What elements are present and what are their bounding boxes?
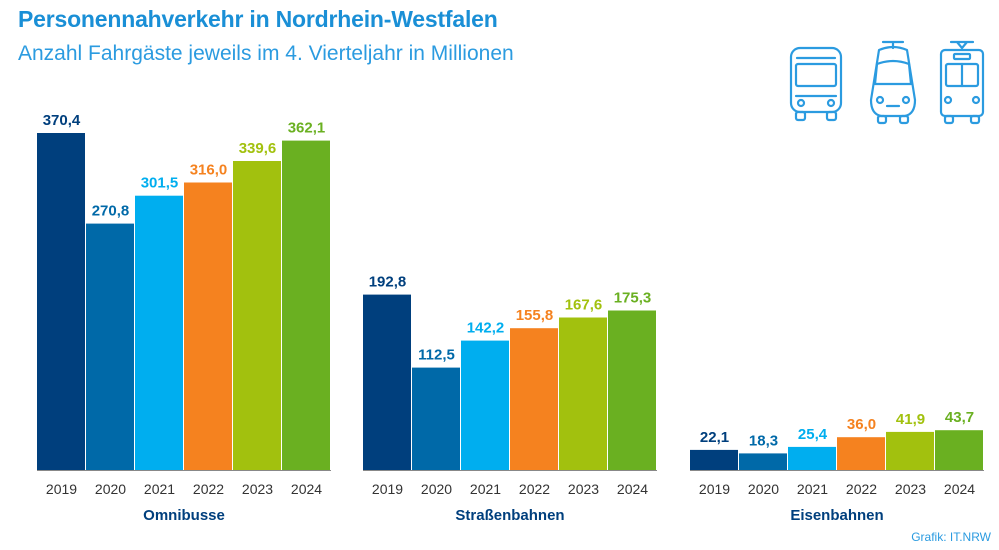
x-tick-label: 2023 bbox=[568, 481, 599, 497]
bar bbox=[363, 294, 411, 470]
x-tick-label: 2024 bbox=[291, 481, 322, 497]
bar bbox=[837, 437, 885, 470]
x-tick-label: 2019 bbox=[699, 481, 730, 497]
data-label: 192,8 bbox=[369, 274, 407, 291]
data-label: 167,6 bbox=[565, 297, 603, 314]
source-credit: Grafik: IT.NRW bbox=[911, 530, 991, 544]
group-label: Omnibusse bbox=[143, 507, 225, 524]
data-label: 155,8 bbox=[516, 307, 554, 324]
x-tick-label: 2019 bbox=[46, 481, 77, 497]
train-icon bbox=[939, 40, 985, 125]
chart-title: Personennahverkehr in Nordrhein-Westfale… bbox=[18, 6, 498, 32]
group-label: Eisenbahnen bbox=[790, 507, 883, 524]
bar bbox=[86, 223, 134, 470]
x-tick-label: 2020 bbox=[421, 481, 452, 497]
data-label: 112,5 bbox=[418, 347, 455, 364]
bar bbox=[788, 446, 836, 470]
data-label: 316,0 bbox=[190, 162, 228, 179]
data-label: 142,2 bbox=[467, 320, 505, 337]
data-label: 25,4 bbox=[798, 426, 828, 443]
bar bbox=[510, 328, 558, 470]
x-tick-label: 2021 bbox=[797, 481, 828, 497]
data-label: 362,1 bbox=[288, 120, 326, 137]
data-label: 36,0 bbox=[847, 416, 876, 433]
bar bbox=[233, 161, 281, 470]
data-label: 270,8 bbox=[92, 203, 130, 220]
x-tick-label: 2019 bbox=[372, 481, 403, 497]
x-tick-label: 2021 bbox=[470, 481, 501, 497]
x-tick-label: 2022 bbox=[519, 481, 550, 497]
bar bbox=[461, 340, 509, 470]
bar bbox=[37, 133, 85, 470]
bar bbox=[935, 430, 983, 470]
x-tick-label: 2021 bbox=[144, 481, 175, 497]
tram-icon bbox=[869, 40, 917, 125]
x-tick-label: 2022 bbox=[846, 481, 877, 497]
data-label: 339,6 bbox=[239, 140, 277, 157]
data-label: 18,3 bbox=[749, 432, 778, 449]
x-tick-label: 2023 bbox=[242, 481, 273, 497]
x-tick-label: 2024 bbox=[944, 481, 975, 497]
x-tick-label: 2020 bbox=[95, 481, 126, 497]
group-label: Straßenbahnen bbox=[455, 507, 564, 524]
bar bbox=[739, 453, 787, 470]
bar bbox=[282, 140, 330, 470]
data-label: 370,4 bbox=[43, 112, 81, 129]
bus-icon bbox=[789, 46, 843, 122]
bar bbox=[135, 195, 183, 470]
bar bbox=[608, 310, 656, 470]
transport-icons bbox=[785, 40, 985, 130]
x-tick-label: 2020 bbox=[748, 481, 779, 497]
bar bbox=[412, 367, 460, 470]
data-label: 41,9 bbox=[896, 411, 925, 428]
bar bbox=[559, 317, 607, 470]
bar bbox=[690, 449, 738, 470]
x-tick-label: 2023 bbox=[895, 481, 926, 497]
data-label: 43,7 bbox=[945, 409, 974, 426]
chart-subtitle: Anzahl Fahrgäste jeweils im 4. Viertelja… bbox=[18, 42, 514, 65]
data-label: 175,3 bbox=[614, 290, 652, 307]
x-tick-label: 2024 bbox=[617, 481, 648, 497]
bar bbox=[184, 182, 232, 470]
bar bbox=[886, 431, 934, 470]
data-label: 301,5 bbox=[141, 175, 179, 192]
x-tick-label: 2022 bbox=[193, 481, 224, 497]
data-label: 22,1 bbox=[700, 429, 729, 446]
